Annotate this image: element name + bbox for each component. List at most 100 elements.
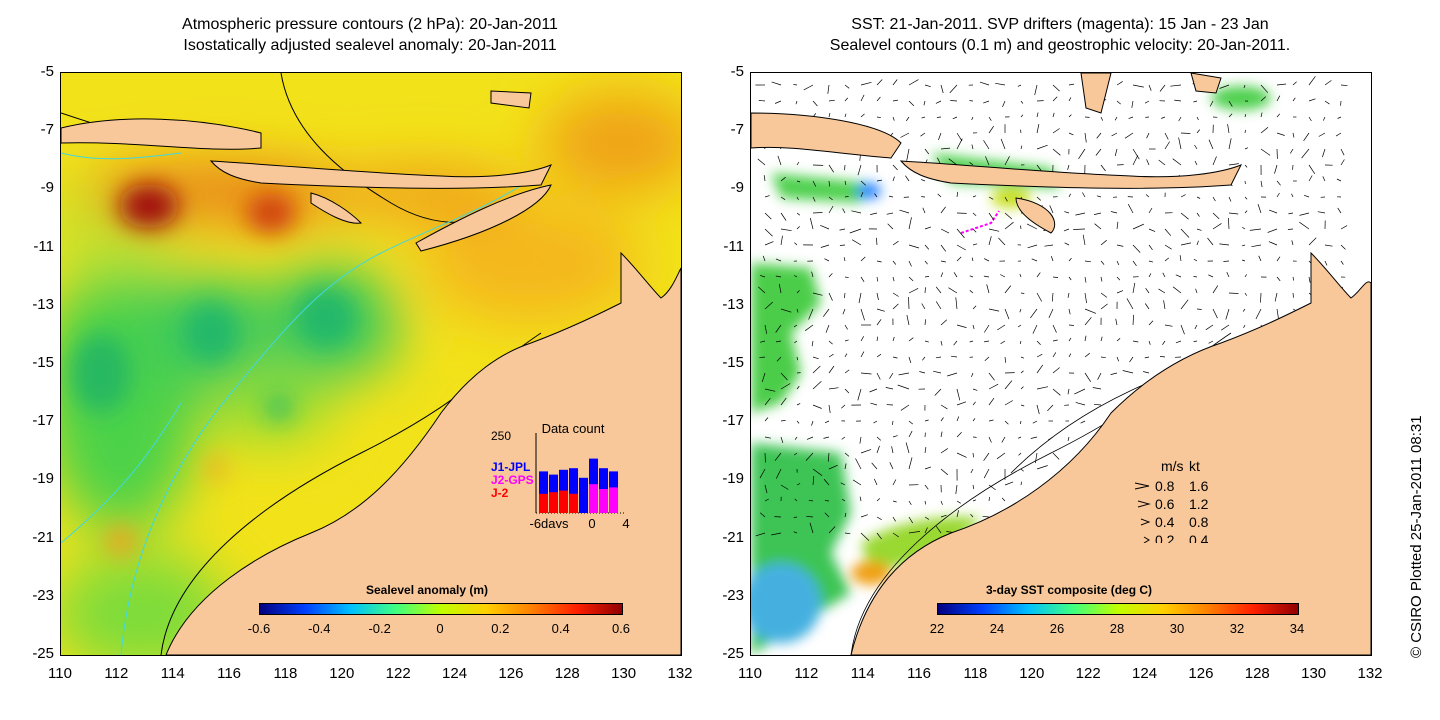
left-x-tick: 114	[160, 665, 185, 682]
right-x-tick: 112	[794, 665, 819, 682]
colorbar-tick: -0.4	[308, 621, 331, 636]
left-y-tick: -23	[32, 586, 54, 604]
right-x-tick: 116	[907, 665, 932, 682]
sst-field	[751, 73, 1371, 655]
left-title-line2: Isostatically adjusted sealevel anomaly:…	[183, 37, 557, 54]
right-colorbar-title: 3-day SST composite (deg C)	[986, 583, 1153, 597]
velocity-kt-label: 0.4	[1189, 532, 1209, 543]
colorbar-tick: 0.6	[611, 621, 631, 636]
colorbar-tick: 0.4	[551, 621, 570, 636]
right-colorbar	[937, 603, 1299, 615]
inset-legend-j-2: J-2	[491, 486, 509, 500]
colorbar-tick: 32	[1229, 621, 1245, 636]
inset-bar-j-2	[569, 493, 578, 513]
right-x-tick: 128	[1244, 665, 1270, 682]
inset-bar-j2	[599, 489, 608, 513]
velocity-arrow-icon	[1134, 482, 1150, 490]
inset-bar-j1	[569, 468, 578, 513]
right-x-tick: 114	[850, 665, 875, 682]
colorbar-tick: -0.2	[368, 621, 391, 636]
colorbar-tick: 0	[436, 621, 444, 636]
right-y-tick: -5	[730, 63, 744, 80]
velocity-ms-label: 0.8	[1155, 478, 1175, 494]
left-y-tick: -13	[32, 295, 54, 313]
colorbar-tick: 26	[1049, 621, 1065, 636]
right-x-tick: 124	[1132, 665, 1158, 682]
inset-title: Data count	[542, 421, 605, 436]
velocity-arrow-icon	[1140, 518, 1151, 526]
velocity-arrow-icon	[1137, 500, 1151, 508]
colorbar-tick: 34	[1289, 621, 1305, 636]
right-x-tick: 118	[963, 665, 988, 682]
left-y-tick: -11	[33, 237, 54, 255]
right-x-tick: 130	[1301, 665, 1327, 682]
left-x-tick: 122	[385, 665, 411, 682]
right-x-tick: 126	[1188, 665, 1214, 682]
left-y-tick: -21	[32, 528, 54, 546]
left-x-tick: 132	[667, 665, 693, 682]
left-x-tick: 116	[217, 665, 242, 682]
left-x-tick: 118	[273, 665, 298, 682]
inset-xlabel-start: -6days	[529, 516, 569, 528]
colorbar-tick: -0.6	[247, 621, 271, 636]
left-y-tick: -25	[32, 645, 54, 662]
inset-bar-j2	[609, 487, 618, 513]
colorbar-tick: 24	[989, 621, 1005, 636]
sst-velocity-map[interactable]: m/s kt 0.8 1.6 0.6 1.2 0.4 0.8 0.2 0.4 3-day SS…	[750, 72, 1372, 656]
drifter-track	[960, 210, 1000, 234]
right-x-tick: 132	[1357, 665, 1383, 682]
left-colorbar-title: Sealevel anomaly (m)	[366, 583, 489, 597]
right-y-tick: -25	[722, 645, 744, 662]
right-y-tick: -17	[722, 412, 744, 430]
left-x-tick: 110	[48, 665, 72, 682]
right-x-tick: 120	[1019, 665, 1045, 682]
right-y-tick: -13	[722, 295, 744, 313]
left-y-tick: -17	[32, 412, 54, 430]
land-left	[61, 90, 681, 655]
right-x-tick: 110	[738, 665, 762, 682]
colorbar-tick: 22	[929, 621, 945, 636]
inset-bar-j1	[579, 477, 588, 513]
velocity-ms-label: 0.2	[1155, 532, 1175, 543]
inset-xlabel-zero: 0	[588, 516, 595, 528]
inset-bar-j-2	[549, 492, 558, 513]
left-x-tick: 130	[611, 665, 637, 682]
left-y-tick: -7	[40, 121, 54, 139]
sealevel-anomaly-map[interactable]: Data count 250 J1-JPL J2-GPS J-2 -6days …	[60, 72, 682, 656]
inset-bar-j1	[539, 471, 548, 513]
colorbar-tick: 30	[1169, 621, 1185, 636]
left-y-tick: -19	[32, 470, 54, 488]
right-y-tick: -15	[722, 354, 744, 371]
copyright-notice: © CSIRO Plotted 25-Jan-2011 08:31	[1408, 415, 1425, 658]
right-y-tick: -7	[730, 121, 744, 139]
inset-xlabel-end: 4	[622, 516, 629, 528]
right-y-tick: -11	[723, 237, 744, 255]
left-y-tick: -9	[40, 179, 54, 197]
velocity-kt-label: 1.6	[1189, 478, 1209, 494]
inset-ymax: 250	[491, 429, 511, 443]
left-x-tick: 128	[554, 665, 580, 682]
left-x-tick: 126	[498, 665, 524, 682]
velocity-ms-label: 0.4	[1155, 514, 1175, 530]
left-y-tick: -5	[40, 63, 54, 80]
velocity-scale-legend: m/s kt 0.8 1.6 0.6 1.2 0.4 0.8 0.2 0.4	[1134, 458, 1209, 543]
left-y-tick: -15	[32, 354, 54, 371]
inset-bar-j2	[589, 484, 598, 513]
colorbar-tick: 28	[1109, 621, 1125, 636]
inset-bar-j-2	[539, 493, 548, 513]
data-count-inset: Data count 250 J1-JPL J2-GPS J-2 -6days …	[491, 421, 630, 528]
velocity-kt-label: 0.8	[1189, 514, 1209, 530]
inset-bar-j-2	[559, 490, 568, 513]
left-x-tick: 124	[442, 665, 468, 682]
left-colorbar	[259, 603, 623, 615]
right-y-tick: -9	[730, 179, 744, 197]
right-map-title: SST: 21-Jan-2011. SVP drifters (magenta)…	[750, 14, 1370, 56]
velocity-kt-label: 1.2	[1189, 496, 1209, 512]
inset-legend-j2: J2-GPS	[491, 473, 534, 487]
right-y-tick: -23	[722, 586, 744, 604]
sealevel-anomaly-field	[61, 73, 681, 655]
left-x-tick: 112	[104, 665, 129, 682]
velocity-header-kt: kt	[1189, 458, 1200, 474]
left-title-line1: Atmospheric pressure contours (2 hPa): 2…	[182, 16, 558, 33]
left-map-title: Atmospheric pressure contours (2 hPa): 2…	[60, 14, 680, 56]
